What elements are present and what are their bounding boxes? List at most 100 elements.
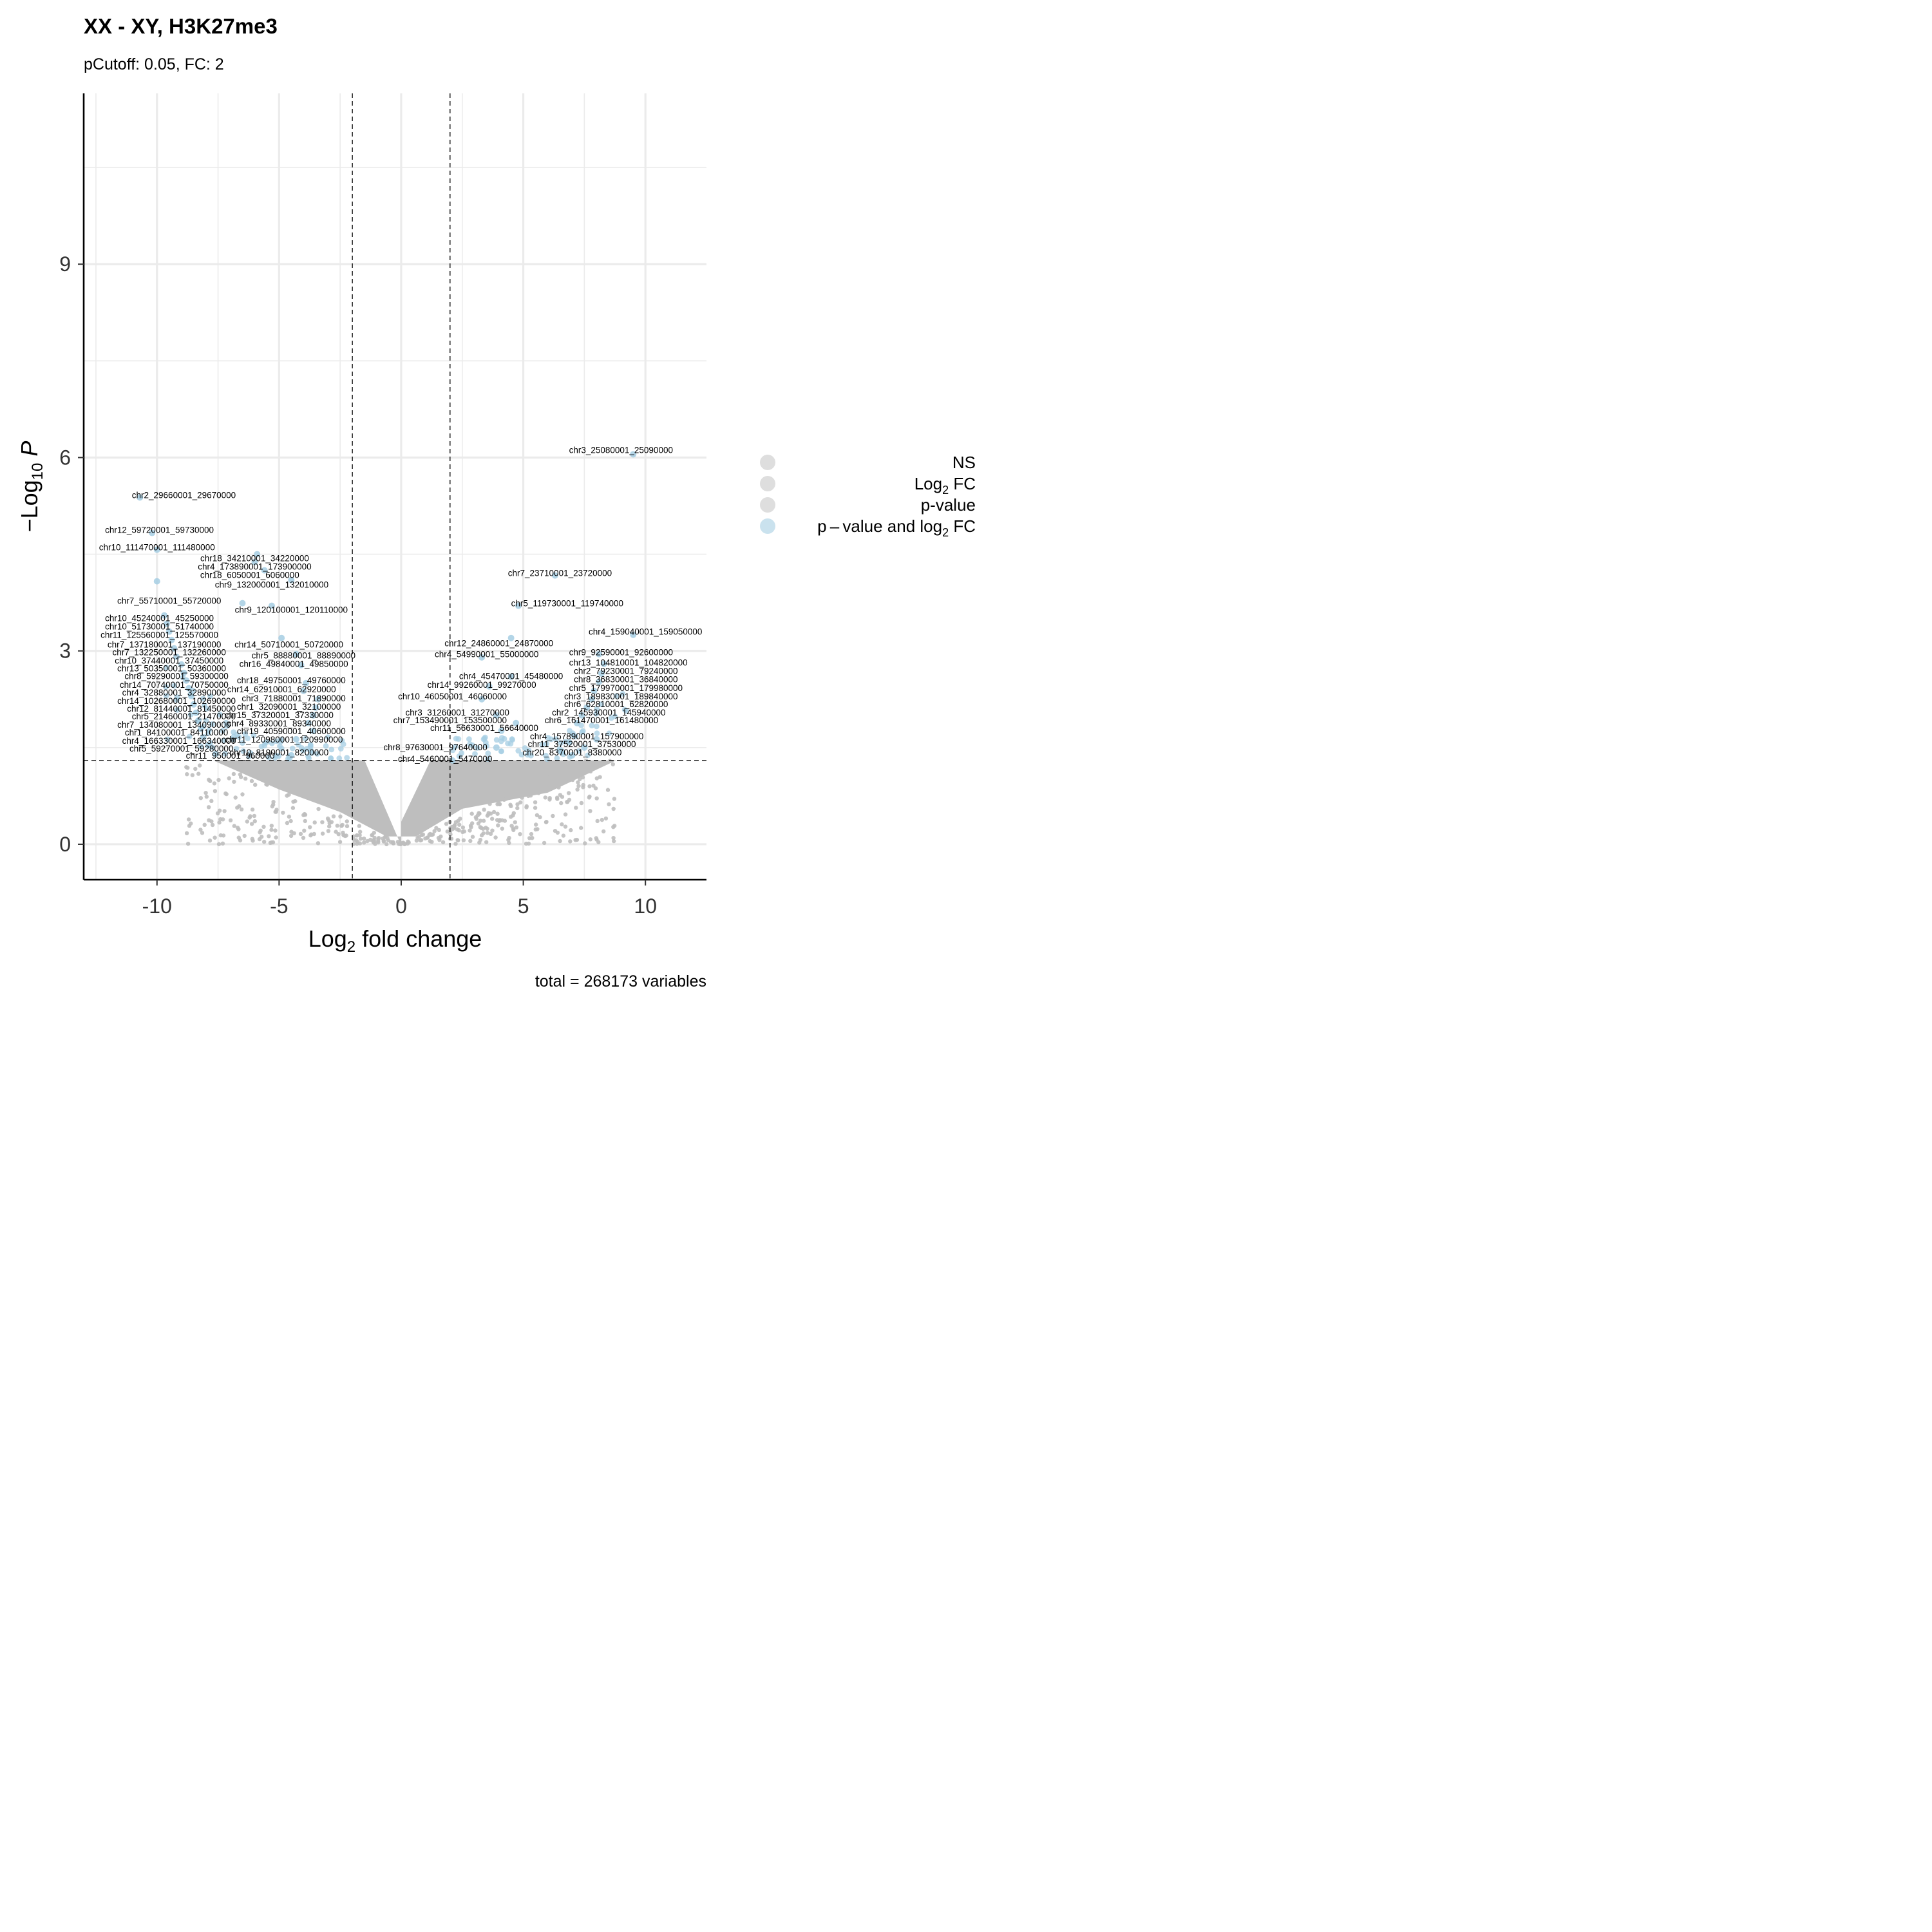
sig-point <box>466 736 472 742</box>
labeled-point <box>212 750 219 757</box>
point-label: chr5_88880001_88890000 <box>252 651 355 661</box>
point-label: chr14_99260001_99270000 <box>428 680 536 690</box>
ns-point <box>204 794 209 799</box>
sig-point <box>340 741 346 747</box>
sig-point <box>323 743 329 749</box>
ns-point <box>445 829 450 834</box>
sig-point <box>539 742 545 748</box>
ns-point <box>514 825 519 830</box>
point-label: chr2_29660001_29670000 <box>132 491 236 500</box>
point-label: chr10_45240001_45250000 <box>105 614 214 623</box>
sig-point <box>206 727 213 734</box>
ns-point <box>600 817 604 822</box>
labeled-point <box>180 669 187 676</box>
y-axis-title-sub: 10 <box>29 463 46 480</box>
ns-point <box>556 784 561 788</box>
sig-point <box>518 752 525 758</box>
point-label: chr7_23710001_23720000 <box>508 569 612 578</box>
sig-point <box>221 737 227 744</box>
sig-point <box>202 702 207 708</box>
ns-point <box>381 838 386 843</box>
legend-key <box>760 497 775 513</box>
sig-point <box>251 732 257 739</box>
chart-caption: total = 268173 variables <box>535 972 706 990</box>
point-label: chr11_120980001_120990000 <box>225 735 343 744</box>
ns-point <box>337 840 343 844</box>
y-tick-label: 6 <box>59 446 71 469</box>
point-label: chr7_132250001_132260000 <box>113 648 226 658</box>
ns-point <box>326 829 331 833</box>
significant-points <box>137 451 637 764</box>
point-label: chr6_62810001_62820000 <box>564 699 668 709</box>
ns-point <box>594 796 599 800</box>
ns-point <box>567 791 571 795</box>
ns-point <box>535 813 540 818</box>
ns-point <box>490 828 495 833</box>
ns-point <box>221 833 226 838</box>
point-label: chr3_71880001_71890000 <box>242 694 345 703</box>
ns-point <box>327 820 332 826</box>
ns-point <box>213 789 218 793</box>
ns-point-cloud <box>184 758 617 847</box>
labeled-point <box>303 679 310 687</box>
ns-point <box>316 806 321 811</box>
ns-point <box>612 797 617 801</box>
point-label: chr11_950001_960000 <box>186 751 275 761</box>
ns-point <box>520 795 524 800</box>
ns-point <box>565 800 569 804</box>
ns-point <box>461 838 466 843</box>
sig-point <box>198 743 204 749</box>
x-tick-label: -5 <box>270 895 288 918</box>
ns-point <box>243 776 248 781</box>
labeled-point <box>161 612 168 619</box>
sig-point <box>612 714 618 719</box>
point-label: chr11_56630001_56640000 <box>430 723 538 733</box>
labeled-point <box>254 551 261 558</box>
ns-point <box>233 795 238 800</box>
sig-point <box>171 683 177 689</box>
ns-point <box>249 779 254 784</box>
y-tick-label: 9 <box>59 252 71 276</box>
point-labels: chr3_25080001_25090000 chr2_29660001_2967… <box>99 445 703 763</box>
ns-point <box>477 840 482 845</box>
point-label: chr14_62910001_62920000 <box>227 685 336 694</box>
sig-point <box>450 747 456 753</box>
ns-point <box>430 832 435 837</box>
labeled-point <box>478 696 486 703</box>
point-label: chr16_49840001_49850000 <box>240 659 348 669</box>
sig-point <box>272 755 278 761</box>
x-axis-title-rest: fold change <box>355 925 482 952</box>
ns-point <box>338 814 343 819</box>
labeled-point <box>449 757 456 764</box>
ns-point <box>213 835 217 840</box>
ns-point <box>488 831 493 837</box>
labeled-point <box>591 687 598 694</box>
ns-point <box>588 769 593 774</box>
sig-point <box>325 734 331 741</box>
x-tick-label: 0 <box>395 895 407 918</box>
ns-point <box>303 813 308 817</box>
ns-point <box>474 817 478 821</box>
ns-point <box>252 819 257 824</box>
labeled-point <box>578 712 585 719</box>
sig-point <box>203 717 209 724</box>
ns-point <box>554 795 560 800</box>
labeled-point <box>195 717 202 724</box>
ns-point <box>281 810 285 815</box>
labeled-point <box>166 628 173 635</box>
labeled-point <box>630 631 637 638</box>
ns-point <box>212 781 217 786</box>
x-tick-label: 10 <box>634 895 657 918</box>
ns-point <box>184 831 189 836</box>
point-label: chr2_145930001_145940000 <box>552 708 665 717</box>
ns-point <box>320 820 325 824</box>
ns-point <box>428 838 432 844</box>
ns-point <box>258 830 262 835</box>
ns-point <box>485 831 490 835</box>
ns-point <box>484 826 488 830</box>
ns-point <box>419 838 424 842</box>
ns-point <box>538 784 542 788</box>
sig-point <box>314 751 320 757</box>
point-label: chr8_36830001_36840000 <box>574 675 677 685</box>
